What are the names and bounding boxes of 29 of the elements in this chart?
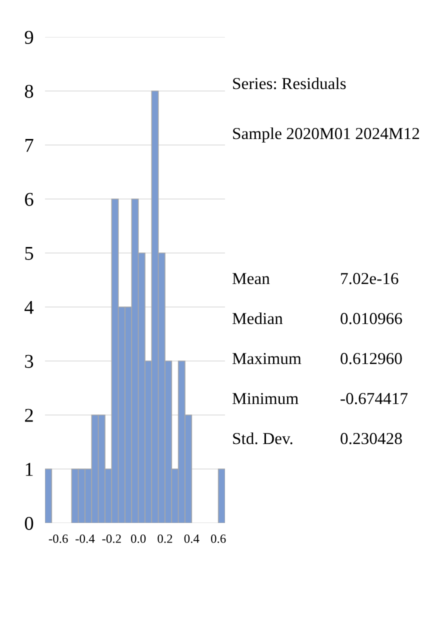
y-tick-label: 7 bbox=[25, 139, 34, 152]
text: Median bbox=[232, 312, 283, 324]
y-tick-label: 2 bbox=[25, 408, 33, 422]
y-tick-label: 3 bbox=[25, 354, 34, 368]
x-tick-label: 0.6 bbox=[210, 534, 226, 543]
y-tick-label: 1 bbox=[26, 462, 33, 476]
text: Mean bbox=[232, 273, 270, 284]
y-tick-label: 8 bbox=[24, 84, 34, 98]
y-tick-label: 4 bbox=[24, 300, 34, 314]
x-tick-label: 0.2 bbox=[158, 534, 172, 543]
text: Series: Residuals bbox=[233, 77, 346, 90]
y-tick-label: 9 bbox=[24, 30, 34, 44]
text: Maximum bbox=[232, 352, 302, 364]
text: 0.612960 bbox=[340, 352, 402, 364]
text: Std. Dev. bbox=[233, 432, 292, 444]
text: 0.010966 bbox=[340, 312, 402, 324]
y-tick-label: 6 bbox=[25, 192, 34, 206]
text: Sample 2020M01 2024M12 bbox=[233, 127, 420, 143]
x-tick-label: -0.2 bbox=[102, 534, 121, 543]
text: -0.674417 bbox=[340, 392, 408, 404]
text: 7.02e-16 bbox=[341, 272, 398, 284]
text: 0.230428 bbox=[340, 432, 402, 444]
x-tick-label: 0.4 bbox=[184, 534, 200, 543]
y-tick-label: 5 bbox=[25, 247, 34, 260]
x-tick-label: 0.0 bbox=[130, 534, 146, 543]
x-tick-label: -0.6 bbox=[48, 534, 68, 543]
text: Minimum bbox=[232, 392, 298, 404]
x-tick-label: -0.4 bbox=[76, 534, 95, 543]
y-tick-label: 0 bbox=[24, 516, 34, 530]
